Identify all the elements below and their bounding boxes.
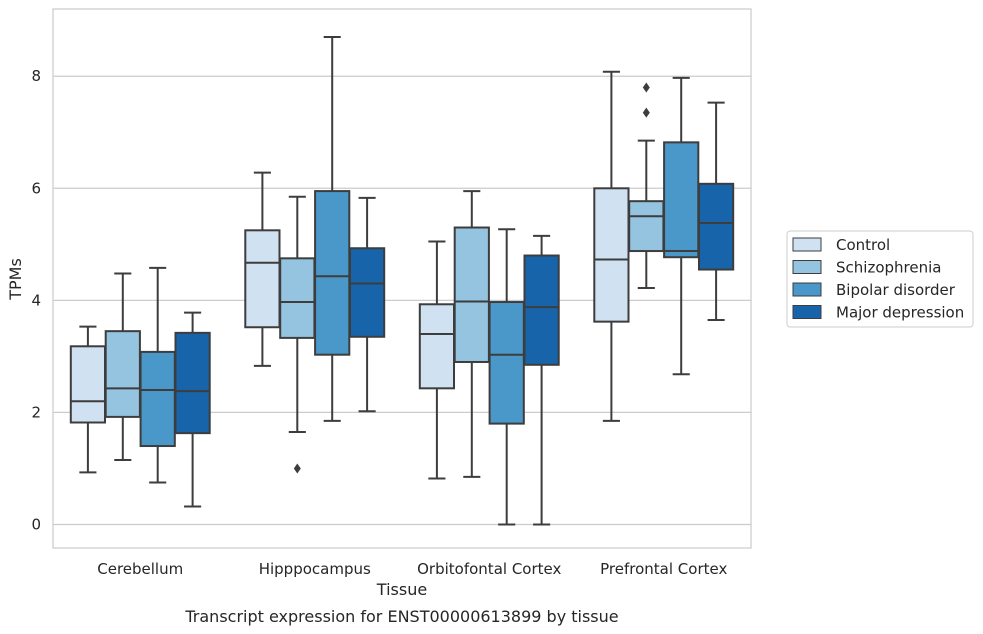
box-body: [663, 141, 700, 259]
plot-frame: [52, 8, 752, 549]
y-tick-label: 2: [31, 403, 41, 421]
outlier-point: [293, 463, 301, 474]
box-1-2: [314, 36, 351, 422]
y-tick-label: 6: [31, 179, 41, 197]
box-body: [593, 187, 630, 323]
legend-label: Major depression: [836, 304, 964, 322]
legend-swatch: [792, 282, 822, 297]
legend-label: Schizophrenia: [836, 259, 941, 277]
box-body: [697, 182, 735, 271]
box-3-3: [697, 101, 735, 321]
chart-caption: Transcript expression for ENST0000061389…: [184, 607, 618, 626]
box-1-3: [348, 196, 386, 413]
box-2-1: [453, 190, 490, 478]
box-0-1: [104, 272, 141, 462]
box-body: [104, 330, 141, 418]
box-body: [488, 301, 525, 425]
box-body: [139, 350, 176, 448]
x-tick-label: Cerebellum: [97, 560, 183, 578]
x-tick-labels: Cerebellum Hipppocampus Orbitofontal Corte…: [97, 560, 727, 578]
box-2-0: [418, 240, 456, 480]
legend-label: Bipolar disorder: [836, 281, 956, 299]
x-tick-label: Hipppocampus: [259, 560, 371, 578]
box-body: [279, 257, 316, 339]
outlier-point: [642, 82, 650, 93]
box-body: [348, 247, 386, 338]
x-axis-title: Tissue: [376, 580, 427, 599]
y-tick-label: 0: [31, 515, 41, 533]
box-body: [244, 229, 281, 329]
box-body: [628, 200, 665, 253]
box-0-0: [69, 325, 107, 474]
box-0-2: [139, 266, 176, 484]
legend-swatch: [792, 305, 822, 319]
legend: Control Schizophrenia Bipolar disorder Majo…: [786, 230, 974, 328]
box-2-2: [488, 228, 525, 526]
box-body: [418, 303, 456, 390]
legend-frame: [786, 230, 974, 328]
box-3-2: [663, 76, 700, 376]
box-body: [174, 331, 211, 435]
box-3-0: [593, 70, 630, 422]
box-body: [453, 226, 490, 363]
box-3-1: [628, 82, 665, 290]
legend-label: Control: [836, 236, 890, 254]
y-axis-title: TPMs: [6, 258, 25, 301]
box-body: [523, 254, 560, 366]
box-body: [69, 345, 107, 424]
y-tick-label: 4: [31, 291, 41, 309]
y-tick-label: 8: [31, 67, 41, 85]
box-body: [314, 190, 351, 356]
x-tick-label: Prefrontal Cortex: [600, 560, 727, 578]
legend-swatch: [792, 237, 822, 252]
box-1-0: [244, 171, 281, 367]
legend-swatch: [792, 260, 822, 274]
box-1-1: [279, 195, 316, 474]
boxes: [69, 36, 735, 526]
y-tick-labels: 0 2 4 6 8: [31, 67, 41, 533]
box-0-3: [174, 311, 211, 508]
x-tick-label: Orbitofontal Cortex: [417, 560, 561, 578]
box-2-3: [523, 234, 560, 526]
outlier-point: [642, 107, 650, 118]
